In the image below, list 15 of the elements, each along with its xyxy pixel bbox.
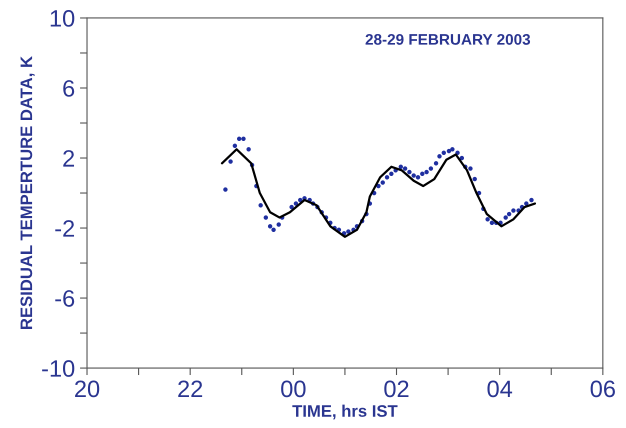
y-tick-label: -2 xyxy=(55,220,74,237)
annotation: 28-29 FEBRUARY 2003 xyxy=(366,34,530,45)
x-tick-label: 02 xyxy=(384,380,408,398)
x-tick-label: 00 xyxy=(281,380,306,398)
y-axis-title: RESIDUAL TEMPERTURE DATA, K xyxy=(20,56,35,329)
y-tick-label: -6 xyxy=(55,290,74,307)
y-tick-label: 10 xyxy=(50,10,74,27)
x-tick-label: 20 xyxy=(75,380,100,398)
y-tick-label: 2 xyxy=(63,150,74,167)
x-tick-label: 06 xyxy=(590,380,615,398)
x-tick-label: 04 xyxy=(487,380,512,398)
y-tick-label: 6 xyxy=(63,80,74,97)
x-tick-label: 22 xyxy=(178,380,202,397)
x-axis-title: TIME, hrs IST xyxy=(292,404,398,420)
y-tick-label: -10 xyxy=(42,360,74,377)
